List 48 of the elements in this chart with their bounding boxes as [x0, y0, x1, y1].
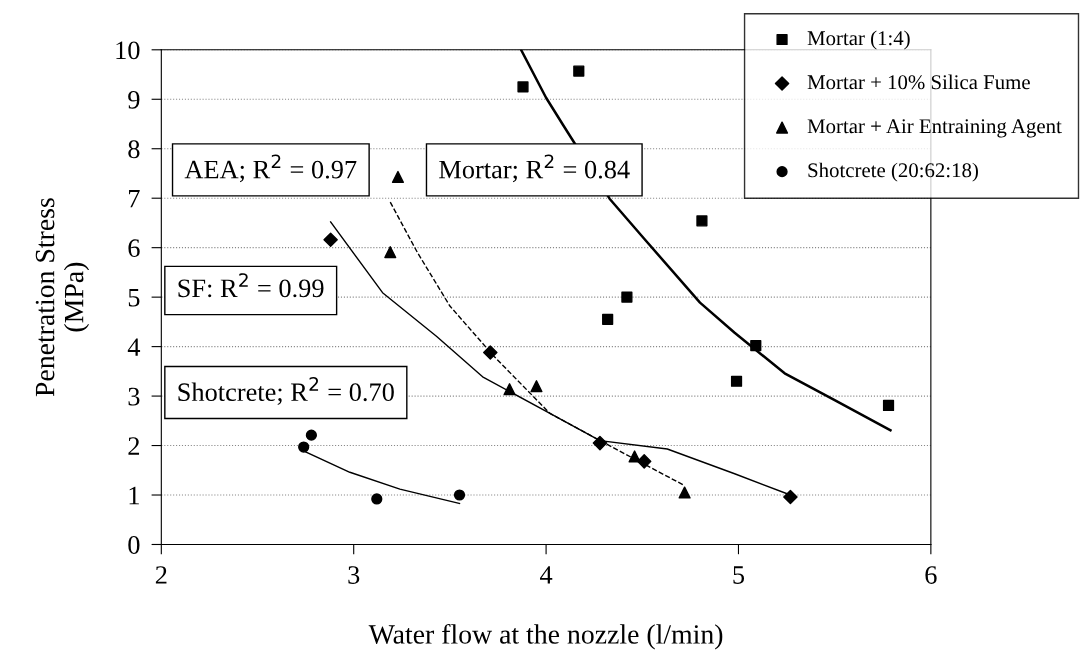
point — [453, 489, 466, 501]
point — [323, 232, 338, 248]
point — [517, 81, 529, 93]
point — [783, 489, 798, 505]
point — [730, 375, 743, 387]
annotation: AEA; R$^{2}$ = 0.97 — [184, 154, 357, 183]
y-tick-label: 3 — [128, 387, 140, 406]
point — [391, 170, 405, 184]
annotation: Shotcrete; R$^{2}$ = 0.70 — [178, 377, 394, 405]
point — [750, 340, 762, 352]
y-tick-label: 1 — [129, 486, 139, 505]
point — [384, 246, 397, 259]
y-tick-label: 0 — [128, 536, 140, 554]
point — [696, 215, 708, 227]
y-tick-label: 6 — [128, 239, 140, 258]
y-tick-label: 8 — [128, 140, 140, 159]
x-tick-label: 2 — [155, 566, 167, 584]
point — [678, 486, 691, 499]
annotation: SF: R$^{2}$ = 0.99 — [178, 273, 324, 298]
y-tick-label: 10 — [116, 41, 140, 60]
x-tick-label: 3 — [348, 566, 360, 584]
point — [882, 399, 895, 412]
y-tick-label: 2 — [128, 437, 140, 455]
legend-label: Shotcrete (20:62:18) — [808, 162, 978, 182]
legend-label: Mortar (1:4) — [807, 30, 910, 50]
legend-label: Mortar + 10% Silica Fume — [807, 74, 1030, 90]
x-tick-label: 5 — [733, 566, 745, 584]
point — [371, 493, 383, 505]
point — [592, 435, 608, 451]
point — [298, 441, 310, 453]
x-axis-title: Water flow at the nozzle (l/min) — [368, 623, 723, 650]
x-tick-label: 4 — [540, 566, 553, 584]
y-tick-label: 4 — [127, 338, 141, 356]
annotation: Mortar; R$^{2}$ = 0.84 — [439, 154, 630, 183]
point — [305, 429, 317, 441]
y-tick-label: 5 — [128, 289, 140, 307]
x-tick-label: 6 — [925, 566, 937, 584]
point — [503, 383, 516, 396]
point — [602, 313, 614, 326]
y-tick-label: 7 — [129, 190, 140, 208]
y-axis-title: Penetration Stress (MPa) — [35, 198, 90, 397]
point — [621, 291, 633, 303]
point — [530, 380, 543, 393]
point — [573, 65, 585, 77]
y-tick-label: 9 — [128, 90, 140, 109]
legend-label: Mortar + Air Entraining Agent — [807, 119, 1062, 138]
point — [628, 450, 641, 463]
point — [483, 345, 498, 360]
